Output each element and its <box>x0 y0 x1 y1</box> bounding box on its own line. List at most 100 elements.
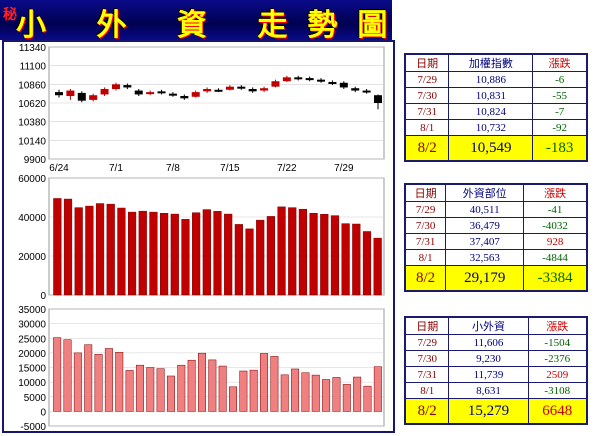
date-cell: 8/1 <box>404 249 447 266</box>
chart-panel: 9900 10140 10380 10620 10860 11100 11340 6/24 7/… <box>2 40 395 433</box>
date-cell: 日期 <box>404 53 450 72</box>
value-cell: 小外資 <box>448 316 529 335</box>
change-cell: -2376 <box>527 350 588 367</box>
x-tick-label: 7/1 <box>109 163 123 174</box>
bar <box>320 214 329 296</box>
date-cell: 7/29 <box>404 201 447 218</box>
y-tick-label: -5000 <box>20 422 46 431</box>
bar <box>135 364 144 412</box>
candle-body <box>317 79 326 82</box>
bar <box>224 213 233 296</box>
y-tick-label: 25000 <box>18 334 46 345</box>
table-row: 7/30 10,831 -55 <box>404 87 588 104</box>
candle-body <box>339 82 348 88</box>
bar <box>106 203 115 296</box>
candle-body <box>248 89 257 92</box>
bar <box>149 211 158 296</box>
change-cell: 漲跌 <box>523 183 588 202</box>
value-cell: 11,739 <box>448 366 529 383</box>
table-row: 7/31 37,407 928 <box>404 233 588 250</box>
table-row: 7/31 10,824 -7 <box>404 103 588 120</box>
candle-body <box>237 86 246 89</box>
x-tick-label: 6/24 <box>49 163 69 174</box>
candle-body <box>351 88 360 91</box>
y-tick-label: 11340 <box>19 43 47 54</box>
date-cell: 7/30 <box>404 87 450 104</box>
candle-body <box>374 95 382 103</box>
change-cell: -4032 <box>523 217 588 234</box>
candle-body <box>328 82 337 84</box>
value-cell: 8,631 <box>448 382 529 399</box>
candle-body <box>111 84 120 89</box>
change-cell: -92 <box>532 119 588 136</box>
y-tick-label: 10620 <box>18 99 46 110</box>
change-cell: 928 <box>523 233 588 250</box>
bar <box>373 366 382 412</box>
bar <box>280 374 289 412</box>
table-row: 7/29 40,511 -41 <box>404 201 588 218</box>
bar <box>198 352 206 412</box>
x-tick-label: 7/29 <box>334 163 354 174</box>
bar <box>53 198 62 296</box>
candle-body <box>66 90 75 96</box>
bar <box>115 352 124 412</box>
table-row: 7/31 11,739 2509 <box>404 366 588 383</box>
bar <box>373 237 382 296</box>
value-cell: 40,511 <box>445 201 525 218</box>
date-cell: 7/30 <box>404 217 447 234</box>
change-cell: -4844 <box>523 249 588 266</box>
bar <box>202 209 211 296</box>
bar <box>256 219 265 296</box>
candle-body <box>100 89 109 95</box>
change-cell: -1504 <box>527 334 588 351</box>
bar <box>170 213 179 296</box>
table-row: 7/30 9,230 -2376 <box>404 350 588 367</box>
change-cell: -3108 <box>527 382 588 399</box>
secret-mark: 秘 <box>3 7 17 23</box>
charts-svg: 9900 10140 10380 10620 10860 11100 11340 6/24 7/… <box>18 43 385 433</box>
candle-body <box>123 85 132 88</box>
date-cell: 7/29 <box>404 71 450 88</box>
value-cell: 32,563 <box>445 249 525 266</box>
candle-body <box>55 92 63 96</box>
y-tick-label: 11100 <box>20 62 47 73</box>
candle-body <box>260 88 269 91</box>
candle-body <box>225 86 234 90</box>
bar <box>127 211 137 296</box>
bar <box>213 211 222 296</box>
change-cell: 6648 <box>527 398 588 425</box>
y-tick-label: 15000 <box>18 364 46 375</box>
header-banner: 秘 小 外 資 走勢圖 <box>0 0 392 43</box>
candle-body <box>157 91 166 94</box>
y-tick-label: 9900 <box>24 155 47 166</box>
bar <box>311 374 320 412</box>
bar <box>353 376 362 412</box>
y-tick-label: 10860 <box>18 80 46 91</box>
change-cell: 2509 <box>527 366 588 383</box>
y-tick-label: 5000 <box>24 393 47 404</box>
bar <box>342 384 351 412</box>
bar <box>270 356 279 412</box>
y-tick-label: 35000 <box>18 305 46 316</box>
x-tick-label: 7/8 <box>166 163 180 174</box>
bar <box>301 372 310 412</box>
bar <box>309 213 318 296</box>
table-row: 8/1 10,732 -92 <box>404 119 588 136</box>
value-cell: 29,179 <box>445 265 525 292</box>
value-cell: 加權指數 <box>448 53 534 72</box>
bar <box>260 353 269 412</box>
date-cell: 8/2 <box>404 135 450 162</box>
change-cell: 漲跌 <box>532 53 588 72</box>
bar <box>146 367 155 412</box>
index-table: 日期 加權指數 漲跌 7/29 10,886 -6 7/30 10,831 -55 7/31 10,… <box>404 53 588 162</box>
y-tick-label: 40000 <box>18 213 46 224</box>
bar <box>104 348 113 412</box>
bar <box>234 224 243 296</box>
date-cell: 8/1 <box>404 382 450 399</box>
date-cell: 日期 <box>404 316 450 335</box>
change-cell: -183 <box>532 135 588 162</box>
x-tick-label: 7/15 <box>220 163 240 174</box>
table-today-row: 8/2 10,549 -183 <box>404 135 588 162</box>
value-cell: 36,479 <box>445 217 525 234</box>
candle-body <box>89 95 98 100</box>
